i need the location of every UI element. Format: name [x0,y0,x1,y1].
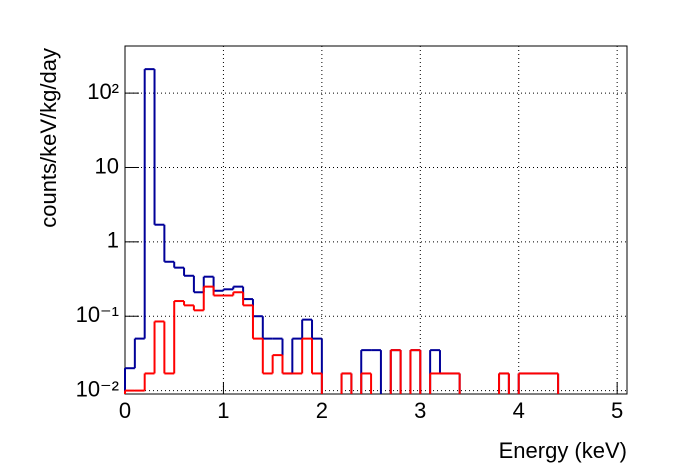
y-tick-label: 10⁻² [76,376,119,401]
y-tick-label: 10 [95,153,119,178]
y-tick-label: 10⁻¹ [76,302,119,327]
x-tick-label: 3 [414,398,426,423]
y-tick-label: 10² [87,79,119,104]
x-axis-label: Energy (keV) [499,438,627,463]
y-tick-label: 1 [107,228,119,253]
plot-frame [124,45,628,395]
x-tick-label: 4 [513,398,525,423]
x-tick-label: 0 [119,398,131,423]
x-tick-label: 1 [217,398,229,423]
y-axis-label: counts/keV/kg/day [36,48,61,228]
x-tick-label: 5 [611,398,623,423]
x-tick-label: 2 [316,398,328,423]
